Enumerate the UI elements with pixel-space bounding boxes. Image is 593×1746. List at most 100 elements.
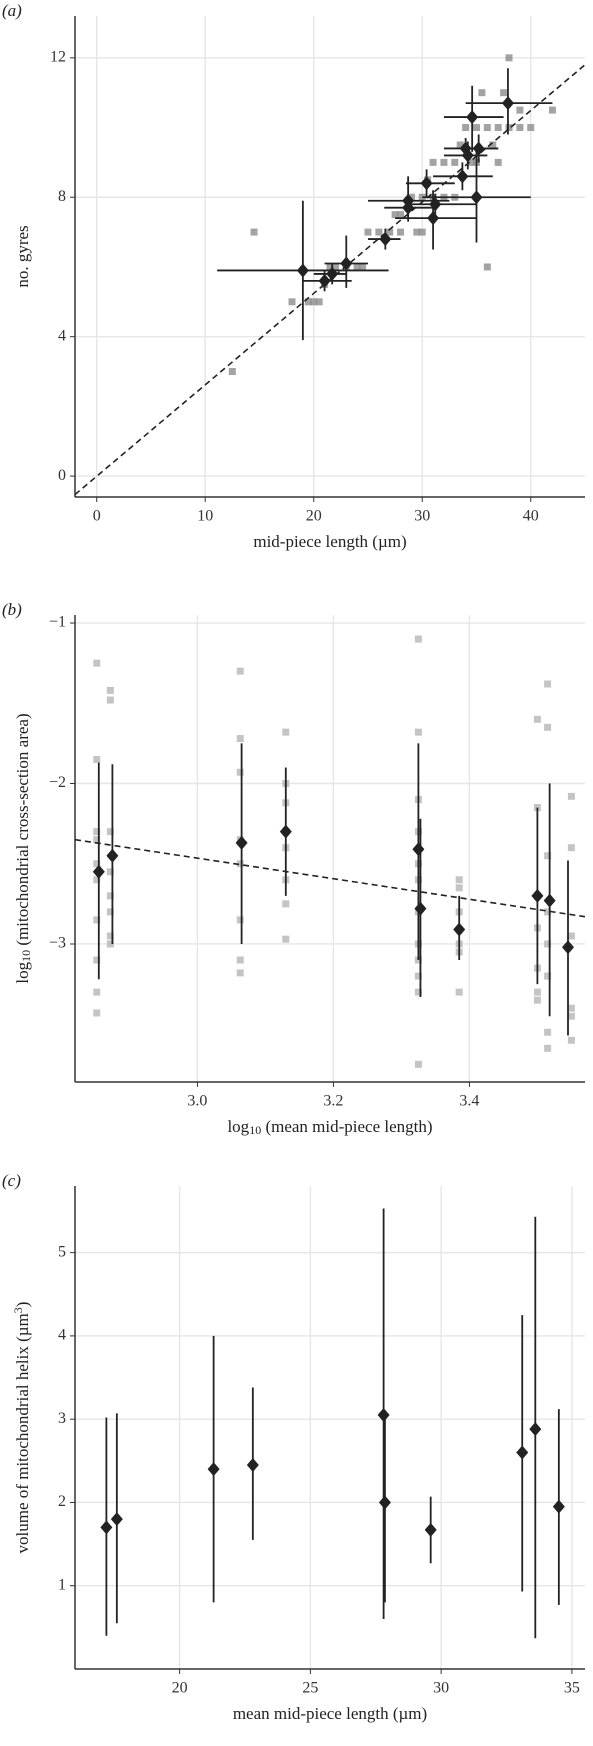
raw-point — [364, 228, 372, 236]
raw-point — [467, 158, 475, 166]
raw-point — [505, 54, 513, 62]
axis-title: volume of mitochondrial helix (µm3) — [11, 1302, 32, 1554]
raw-point — [236, 667, 244, 675]
raw-point — [544, 723, 552, 731]
raw-point — [359, 263, 367, 271]
raw-point — [414, 635, 422, 643]
raw-point — [544, 908, 552, 916]
y-tick-label: −1 — [49, 614, 66, 631]
raw-point — [533, 996, 541, 1004]
y-tick-label: 3 — [58, 1410, 66, 1427]
plot-area — [75, 635, 585, 1068]
raw-point — [440, 158, 448, 166]
raw-point — [106, 932, 114, 940]
mean-point — [207, 1462, 220, 1477]
raw-point — [310, 298, 318, 306]
raw-point — [533, 988, 541, 996]
mean-point — [543, 893, 556, 908]
raw-point — [93, 836, 101, 844]
raw-point — [505, 124, 513, 132]
raw-point — [567, 1012, 575, 1020]
raw-point — [93, 860, 101, 868]
mean-point — [377, 1408, 390, 1423]
axis-title-part: mid-piece length (µm) — [253, 532, 406, 551]
x-tick-label: 35 — [564, 1680, 580, 1697]
mean-point — [456, 169, 469, 184]
raw-point — [494, 158, 502, 166]
raw-point — [516, 124, 524, 132]
y-tick-label: 0 — [58, 467, 66, 484]
y-tick-label: 1 — [58, 1576, 66, 1593]
x-tick-label: 30 — [433, 1680, 449, 1697]
y-tick-label: 4 — [58, 1327, 66, 1344]
raw-point — [93, 1009, 101, 1017]
x-tick-label: 10 — [197, 508, 213, 525]
panel-label: (c) — [2, 1171, 21, 1190]
raw-point — [304, 298, 312, 306]
raw-point — [500, 89, 508, 97]
mean-point — [106, 848, 119, 863]
raw-point — [548, 106, 556, 114]
raw-point — [418, 228, 426, 236]
raw-point — [397, 228, 405, 236]
raw-point — [331, 263, 339, 271]
raw-point — [106, 828, 114, 836]
raw-point — [106, 686, 114, 694]
raw-point — [414, 972, 422, 980]
raw-point — [386, 228, 394, 236]
mean-point — [412, 842, 425, 857]
x-tick-label: 40 — [523, 508, 539, 525]
raw-point — [106, 908, 114, 916]
mean-point — [235, 835, 248, 850]
raw-point — [236, 969, 244, 977]
axis-title-part: no. gyres — [13, 225, 32, 287]
raw-point — [413, 228, 421, 236]
raw-point — [236, 768, 244, 776]
mean-point — [414, 901, 427, 916]
x-tick-label: 3.2 — [323, 1093, 343, 1110]
raw-point — [567, 1036, 575, 1044]
y-tick-label: −3 — [49, 935, 66, 952]
raw-point — [414, 728, 422, 736]
raw-point — [282, 900, 290, 908]
raw-point — [462, 124, 470, 132]
raw-point — [544, 1044, 552, 1052]
panel-label: (b) — [2, 600, 22, 619]
mean-point — [402, 200, 415, 215]
mean-point — [378, 1495, 391, 1510]
axis-title-part: volume of mitochondrial helix (µm — [13, 1313, 32, 1553]
raw-point — [236, 916, 244, 924]
fit-line — [75, 838, 585, 918]
raw-point — [429, 158, 437, 166]
raw-point — [456, 141, 464, 149]
mean-point — [472, 141, 485, 156]
axis-title: mean mid-piece length (µm) — [233, 1704, 427, 1723]
raw-point — [414, 988, 422, 996]
mean-point — [246, 1457, 259, 1472]
fit-line — [75, 64, 585, 496]
mean-point — [562, 940, 574, 955]
mean-point — [340, 256, 353, 271]
axis-title: log10 (mitochondrial cross-section area) — [13, 713, 33, 983]
plot-area — [75, 54, 585, 496]
y-tick-label: 2 — [58, 1493, 66, 1510]
raw-point — [516, 106, 524, 114]
raw-point — [544, 1028, 552, 1036]
raw-point — [567, 792, 575, 800]
axis-title-part: 10 — [19, 950, 33, 962]
raw-point — [353, 263, 361, 271]
raw-point — [375, 228, 383, 236]
raw-point — [106, 940, 114, 948]
raw-point — [326, 263, 334, 271]
raw-point — [567, 932, 575, 940]
raw-point — [93, 828, 101, 836]
raw-point — [455, 884, 463, 892]
raw-point — [228, 368, 236, 376]
mean-point — [552, 1499, 565, 1514]
raw-point — [472, 124, 480, 132]
raw-point — [489, 141, 497, 149]
mean-point — [296, 263, 309, 278]
axis-title-part: ) — [13, 1302, 32, 1308]
axis-title-part: log — [13, 961, 32, 983]
